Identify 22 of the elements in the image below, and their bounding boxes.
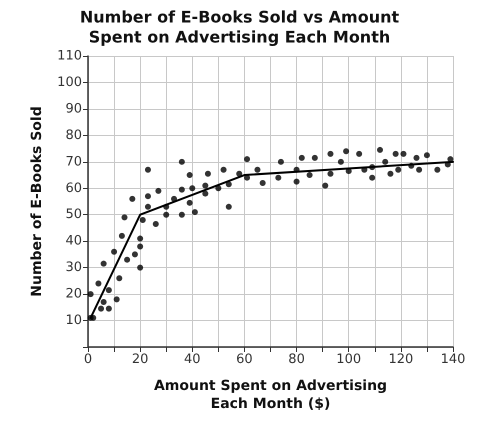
- x-tick-label: 60: [236, 352, 253, 367]
- x-tick-label: 120: [388, 352, 414, 367]
- x-tick-label: 20: [132, 352, 148, 367]
- y-tick-label: 90: [65, 101, 82, 116]
- x-tick-label: 80: [288, 352, 305, 367]
- y-tick-label: 70: [65, 154, 82, 170]
- y-tick-label: 80: [65, 128, 82, 143]
- y-axis-title: Number of E-Books Sold: [29, 106, 45, 297]
- y-tick-label: 30: [65, 260, 82, 276]
- x-tick-label: 140: [440, 352, 466, 367]
- y-tick-label: 20: [65, 286, 82, 302]
- y-tick-label: 100: [57, 74, 82, 90]
- y-tick-label: 40: [65, 234, 82, 249]
- x-tick-label: 0: [84, 352, 92, 367]
- y-tick-label: 110: [57, 48, 82, 64]
- y-tick-label: 60: [65, 180, 82, 196]
- x-tick-label: 40: [184, 352, 201, 367]
- x-axis-title: Amount Spent on Advertising Each Month ($): [154, 378, 388, 412]
- y-tick-label: 10: [65, 313, 82, 328]
- y-tick-label: 50: [65, 207, 82, 222]
- x-tick-label: 100: [336, 352, 362, 367]
- chart-title: Number of E-Books Sold vs Amount Spent on Advertising Each Month: [80, 8, 400, 46]
